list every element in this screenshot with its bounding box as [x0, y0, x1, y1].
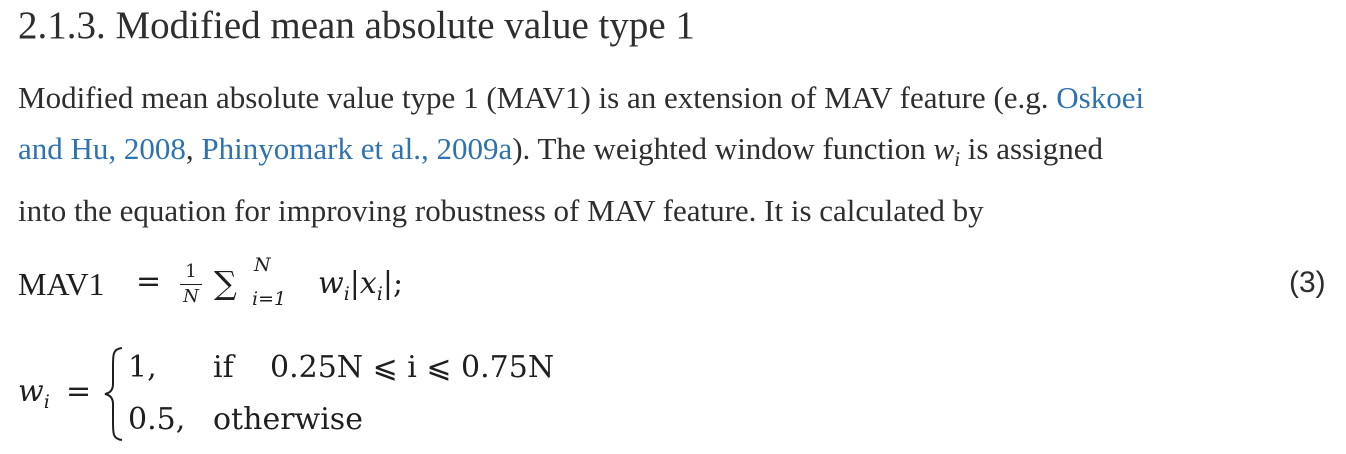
summation-upper-limit: N — [254, 254, 271, 276]
paragraph-line-2: and Hu, 2008, Phinyomark et al., 2009a).… — [18, 123, 1330, 185]
weight-var: w — [318, 266, 344, 301]
weight-sub: i — [343, 283, 350, 305]
signal-var: x — [359, 266, 377, 301]
paragraph: Modified mean absolute value type 1 (MAV… — [18, 72, 1330, 236]
weight-var: w — [18, 374, 44, 409]
case-1-if: if — [213, 350, 234, 385]
summation-lower-limit: i=1 — [252, 288, 286, 310]
case-2-condition: otherwise — [213, 402, 363, 437]
equals-sign: = — [66, 374, 92, 409]
equals-sign: = — [136, 264, 162, 299]
paragraph-text: Modified mean absolute value type 1 (MAV… — [18, 80, 1057, 115]
paragraph-text: ). The weighted window function — [512, 131, 934, 166]
fraction-denominator: N — [183, 286, 199, 307]
equation-lhs: MAV1 — [18, 266, 105, 302]
fraction-numerator: 1 — [185, 261, 197, 282]
variable-w: w — [933, 131, 955, 166]
variable-w-subscript: i — [954, 147, 961, 172]
abs-open: | — [349, 266, 360, 301]
citation-link-phinyomark[interactable]: Phinyomark et al., 2009a — [201, 131, 513, 166]
signal-sub: i — [376, 283, 383, 305]
weight-sub: i — [43, 391, 50, 413]
summation-lower-limit-text: i=1 — [252, 288, 287, 310]
paragraph-line-1: Modified mean absolute value type 1 (MAV… — [18, 72, 1330, 123]
fraction-bar — [180, 284, 202, 285]
equation-number: (3) — [1289, 266, 1326, 299]
section-heading: 2.1.3. Modified mean absolute value type… — [18, 4, 695, 47]
summation-body: wi|xi|; — [318, 266, 403, 305]
paragraph-text: is assigned — [960, 131, 1103, 166]
citation-link-oskoei[interactable]: Oskoei — [1056, 80, 1145, 115]
separator-text: , — [185, 131, 202, 166]
fraction: 1 N — [178, 262, 204, 307]
case-2-value: 0.5, — [128, 402, 186, 437]
summation-symbol: ∑ — [214, 264, 237, 302]
case-1-value: 1, — [128, 350, 157, 385]
paragraph-line-3: into the equation for improving robustne… — [18, 193, 984, 229]
abs-close: |; — [382, 266, 404, 301]
equation-lhs: wi — [18, 374, 50, 413]
citation-link-oskoei-cont[interactable]: and Hu, 2008 — [18, 131, 186, 166]
left-brace-icon — [104, 347, 123, 441]
case-1-condition: 0.25N ⩽ i ⩽ 0.75N — [270, 350, 555, 385]
